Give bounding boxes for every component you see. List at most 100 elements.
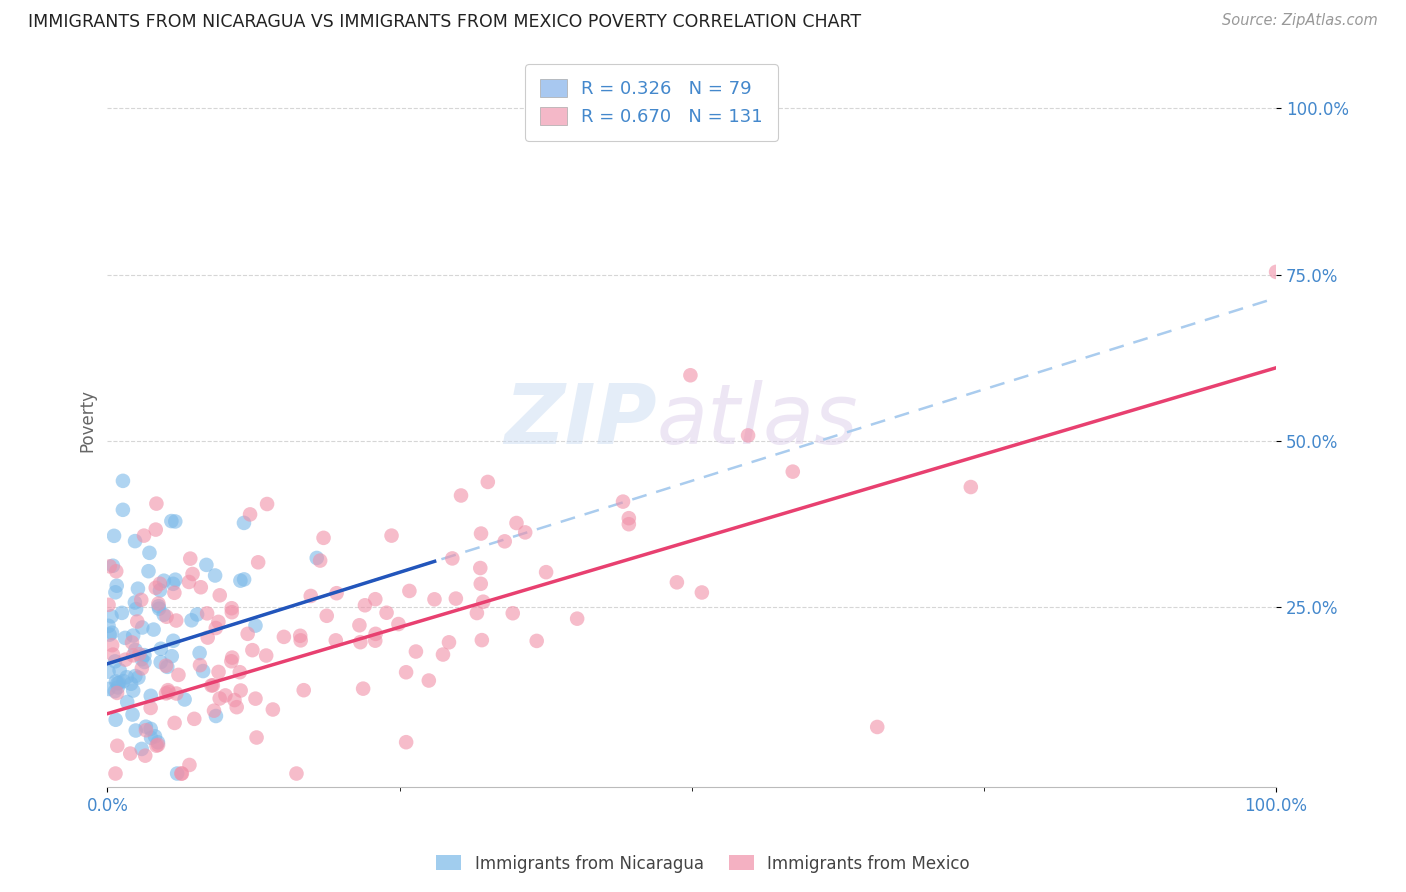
Point: [97, 619, 120, 633]
Point: [131, 742, 153, 756]
Point: [204, 621, 226, 635]
Point: [97, 598, 120, 612]
Point: [155, 609, 177, 624]
Point: [290, 633, 312, 648]
Point: [679, 368, 702, 383]
Point: [138, 564, 160, 578]
Point: [866, 720, 889, 734]
Point: [124, 669, 146, 683]
Point: [104, 585, 127, 599]
Point: [162, 633, 184, 648]
Point: [180, 613, 202, 627]
Point: [104, 674, 127, 689]
Point: [131, 620, 153, 634]
Point: [149, 655, 172, 669]
Point: [1265, 265, 1288, 279]
Point: [120, 677, 142, 691]
Point: [166, 766, 188, 780]
Point: [505, 516, 527, 530]
Point: [477, 475, 499, 489]
Point: [165, 573, 187, 587]
Point: [214, 689, 236, 703]
Point: [233, 516, 256, 530]
Point: [124, 595, 146, 609]
Legend: R = 0.326   N = 79, R = 0.670   N = 131: R = 0.326 N = 79, R = 0.670 N = 131: [526, 64, 778, 141]
Point: [155, 658, 177, 673]
Point: [134, 748, 156, 763]
Point: [444, 591, 467, 606]
Point: [195, 558, 218, 572]
Point: [502, 606, 524, 620]
Point: [146, 738, 169, 752]
Point: [124, 643, 146, 657]
Point: [256, 497, 278, 511]
Point: [157, 685, 180, 699]
Point: [160, 514, 183, 528]
Point: [124, 534, 146, 549]
Point: [121, 635, 143, 649]
Point: [165, 614, 187, 628]
Point: [354, 599, 377, 613]
Text: Source: ZipAtlas.com: Source: ZipAtlas.com: [1222, 13, 1378, 29]
Point: [132, 528, 155, 542]
Point: [494, 534, 516, 549]
Point: [254, 648, 277, 663]
Point: [239, 508, 262, 522]
Point: [128, 647, 150, 661]
Text: ZIP: ZIP: [505, 381, 657, 461]
Point: [229, 574, 252, 588]
Point: [191, 664, 214, 678]
Point: [103, 529, 125, 543]
Point: [229, 683, 252, 698]
Point: [242, 643, 264, 657]
Point: [149, 641, 172, 656]
Point: [111, 503, 134, 517]
Point: [125, 602, 148, 616]
Point: [111, 474, 134, 488]
Point: [105, 739, 128, 753]
Point: [690, 585, 713, 599]
Point: [364, 633, 387, 648]
Point: [127, 671, 149, 685]
Point: [183, 712, 205, 726]
Point: [105, 686, 128, 700]
Point: [115, 670, 138, 684]
Point: [200, 679, 222, 693]
Point: [432, 648, 454, 662]
Legend: Immigrants from Nicaragua, Immigrants from Mexico: Immigrants from Nicaragua, Immigrants fr…: [430, 848, 976, 880]
Point: [470, 526, 492, 541]
Point: [229, 665, 252, 680]
Point: [162, 577, 184, 591]
Point: [122, 648, 145, 663]
Point: [160, 649, 183, 664]
Point: [153, 574, 176, 588]
Point: [101, 638, 124, 652]
Point: [352, 681, 374, 696]
Point: [156, 683, 179, 698]
Point: [201, 678, 224, 692]
Point: [148, 597, 170, 611]
Point: [471, 633, 494, 648]
Point: [665, 575, 688, 590]
Point: [325, 633, 347, 648]
Point: [104, 766, 127, 780]
Point: [224, 693, 246, 707]
Point: [156, 660, 179, 674]
Point: [173, 692, 195, 706]
Point: [398, 583, 420, 598]
Point: [245, 731, 267, 745]
Point: [134, 655, 156, 669]
Point: [526, 634, 548, 648]
Point: [179, 551, 201, 566]
Point: [114, 653, 136, 667]
Point: [155, 686, 177, 700]
Point: [617, 517, 640, 532]
Point: [292, 683, 315, 698]
Point: [221, 654, 243, 668]
Point: [105, 579, 128, 593]
Point: [387, 617, 409, 632]
Y-axis label: Poverty: Poverty: [79, 390, 96, 452]
Point: [165, 686, 187, 700]
Point: [135, 723, 157, 738]
Point: [312, 531, 335, 545]
